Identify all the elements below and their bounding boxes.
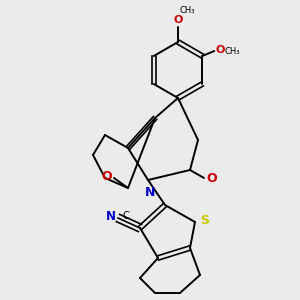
Text: C: C <box>123 211 129 221</box>
Text: O: O <box>215 45 225 55</box>
Text: CH₃: CH₃ <box>180 6 196 15</box>
Text: N: N <box>145 186 155 199</box>
Text: S: S <box>200 214 209 226</box>
Text: O: O <box>101 169 112 182</box>
Text: N: N <box>106 211 116 224</box>
Text: O: O <box>206 172 217 185</box>
Text: O: O <box>173 15 183 25</box>
Text: CH₃: CH₃ <box>224 46 240 56</box>
